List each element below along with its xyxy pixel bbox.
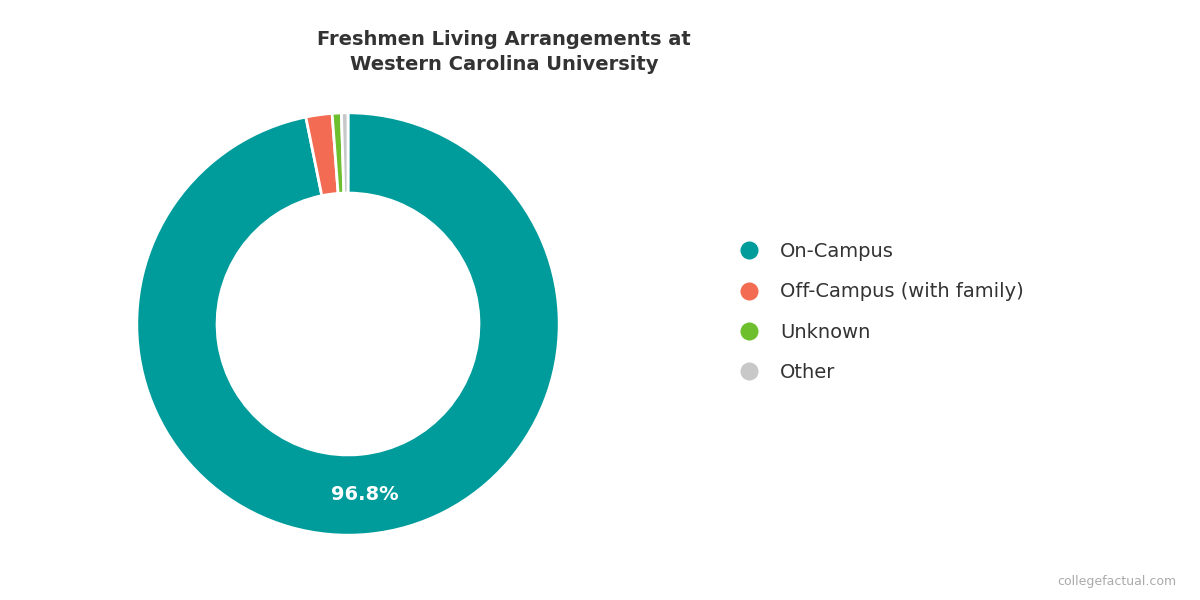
Wedge shape bbox=[306, 113, 338, 196]
Wedge shape bbox=[341, 113, 348, 193]
Text: 96.8%: 96.8% bbox=[331, 485, 398, 504]
Wedge shape bbox=[332, 113, 344, 193]
Text: collegefactual.com: collegefactual.com bbox=[1057, 575, 1176, 588]
Legend: On-Campus, Off-Campus (with family), Unknown, Other: On-Campus, Off-Campus (with family), Unk… bbox=[730, 242, 1024, 382]
Wedge shape bbox=[137, 113, 559, 535]
Text: Freshmen Living Arrangements at
Western Carolina University: Freshmen Living Arrangements at Western … bbox=[317, 30, 691, 74]
